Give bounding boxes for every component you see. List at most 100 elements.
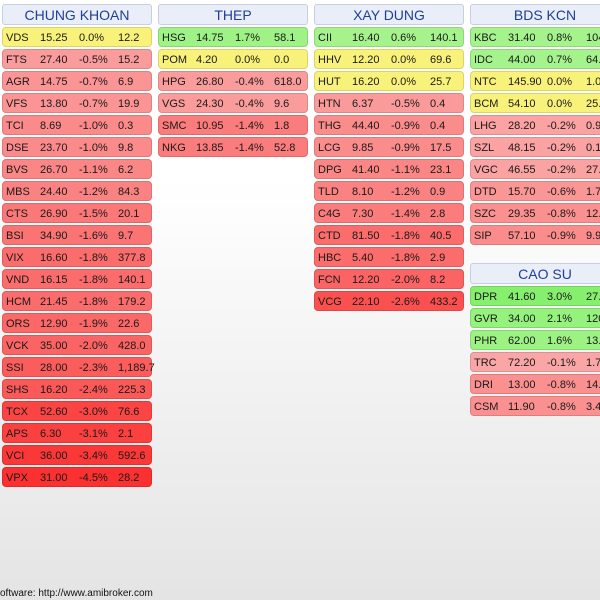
stock-price: 23.70 — [40, 142, 68, 154]
stock-symbol: CSM — [474, 401, 499, 413]
stock-row[interactable]: VIX 16.60 -1.8% 377.8 — [2, 247, 152, 267]
stock-volume: 17.5 — [430, 142, 452, 154]
stock-row[interactable]: HPG 26.80 -0.4% 618.0 — [158, 71, 308, 91]
stock-row[interactable]: VPX 31.00 -4.5% 28.2 — [2, 467, 152, 487]
stock-row[interactable]: GVR 34.00 2.1% 120 — [470, 308, 600, 328]
stock-volume: 23.1 — [430, 164, 452, 176]
sector-column: BDS KCN KBC 31.40 0.8% 104 IDC 44.00 0.7% 64.3 NT… — [470, 4, 600, 247]
stock-symbol: VND — [6, 274, 30, 286]
stock-symbol: DPG — [318, 164, 342, 176]
stock-price: 62.00 — [508, 335, 536, 347]
stock-row[interactable]: VND 16.15 -1.8% 140.1 — [2, 269, 152, 289]
stock-row[interactable]: VCK 35.00 -2.0% 428.0 — [2, 335, 152, 355]
stock-row[interactable]: DSE 23.70 -1.0% 9.8 — [2, 137, 152, 157]
stock-volume: 9.8 — [118, 142, 134, 154]
stock-row[interactable]: NKG 13.85 -1.4% 52.8 — [158, 137, 308, 157]
stock-row[interactable]: IDC 44.00 0.7% 64.3 — [470, 49, 600, 69]
stock-row[interactable]: SSI 28.00 -2.3% 1,189.7 — [2, 357, 155, 377]
stock-volume: 13.9 — [586, 335, 600, 347]
stock-change: -0.7% — [79, 98, 108, 110]
stock-row[interactable]: DRI 13.00 -0.8% 14.4 — [470, 374, 600, 394]
stock-row[interactable]: TCX 52.60 -3.0% 76.6 — [2, 401, 152, 421]
stock-row[interactable]: PHR 62.00 1.6% 13.9 — [470, 330, 600, 350]
stock-symbol: HHV — [318, 54, 342, 66]
stock-row[interactable]: SMC 10.95 -1.4% 1.8 — [158, 115, 308, 135]
stock-volume: 1.7 — [586, 357, 600, 369]
sector-column: XAY DUNG CII 16.40 0.6% 140.1 HHV 12.20 0.0% 69.… — [314, 4, 464, 313]
stock-volume: 84.3 — [118, 186, 140, 198]
stock-price: 16.20 — [352, 76, 380, 88]
stock-symbol: BVS — [6, 164, 29, 176]
stock-row[interactable]: APS 6.30 -3.1% 2.1 — [2, 423, 152, 443]
stock-row[interactable]: VCG 22.10 -2.6% 433.2 — [314, 291, 464, 311]
stock-row[interactable]: DPG 41.40 -1.1% 23.1 — [314, 159, 464, 179]
stock-volume: 120 — [586, 313, 600, 325]
stock-row[interactable]: LCG 9.85 -0.9% 17.5 — [314, 137, 464, 157]
stock-row[interactable]: SZC 29.35 -0.8% 12.1 — [470, 203, 600, 223]
stock-volume: 1.7 — [586, 186, 600, 198]
stock-row[interactable]: CTS 26.90 -1.5% 20.1 — [2, 203, 152, 223]
stock-row[interactable]: HHV 12.20 0.0% 69.6 — [314, 49, 464, 69]
stock-row[interactable]: DTD 15.70 -0.6% 1.7 — [470, 181, 600, 201]
stock-row[interactable]: SIP 57.10 -0.9% 9.9 — [470, 225, 600, 245]
stock-change: -4.5% — [79, 472, 108, 484]
stock-change: 3.0% — [547, 291, 573, 303]
stock-symbol: SZC — [474, 208, 496, 220]
stock-row[interactable]: VFS 13.80 -0.7% 19.9 — [2, 93, 152, 113]
stock-row[interactable]: HTN 6.37 -0.5% 0.4 — [314, 93, 464, 113]
stock-row[interactable]: HSG 14.75 1.7% 58.1 — [158, 27, 308, 47]
stock-row[interactable]: TRC 72.20 -0.1% 1.7 — [470, 352, 600, 372]
stock-row[interactable]: BSI 34.90 -1.6% 9.7 — [2, 225, 152, 245]
stock-price: 8.10 — [352, 186, 374, 198]
stock-row[interactable]: AGR 14.75 -0.7% 6.9 — [2, 71, 152, 91]
stock-symbol: FTS — [6, 54, 27, 66]
stock-row[interactable]: BCM 54.10 0.0% 25.7 — [470, 93, 600, 113]
stock-row[interactable]: THG 44.40 -0.9% 0.4 — [314, 115, 464, 135]
stock-row[interactable]: CII 16.40 0.6% 140.1 — [314, 27, 464, 47]
stock-row[interactable]: HBC 5.40 -1.8% 2.9 — [314, 247, 464, 267]
stock-row[interactable]: SHS 16.20 -2.4% 225.3 — [2, 379, 152, 399]
stock-price: 31.40 — [508, 32, 536, 44]
stock-volume: 12.1 — [586, 208, 600, 220]
stock-row[interactable]: TLD 8.10 -1.2% 0.9 — [314, 181, 464, 201]
stock-row[interactable]: VDS 15.25 0.0% 12.2 — [2, 27, 152, 47]
stock-row[interactable]: ORS 12.90 -1.9% 22.6 — [2, 313, 152, 333]
stock-row[interactable]: CTD 81.50 -1.8% 40.5 — [314, 225, 464, 245]
stock-row[interactable]: HCM 21.45 -1.8% 179.2 — [2, 291, 152, 311]
stock-symbol: SMC — [162, 120, 187, 132]
stock-symbol: ORS — [6, 318, 30, 330]
stock-row[interactable]: NTC 145.90 0.0% 1.0 — [470, 71, 600, 91]
stock-row[interactable]: CSM 11.90 -0.8% 3.4 — [470, 396, 600, 416]
stock-volume: 0.4 — [430, 98, 446, 110]
stock-row[interactable]: BVS 26.70 -1.1% 6.2 — [2, 159, 152, 179]
stock-change: 1.6% — [547, 335, 573, 347]
stock-row[interactable]: KBC 31.40 0.8% 104 — [470, 27, 600, 47]
sector-header: CHUNG KHOAN — [2, 4, 152, 25]
stock-row[interactable]: VGS 24.30 -0.4% 9.6 — [158, 93, 308, 113]
stock-row[interactable]: HUT 16.20 0.0% 25.7 — [314, 71, 464, 91]
stock-row[interactable]: SZL 48.15 -0.2% 0.1 — [470, 137, 600, 157]
stock-symbol: HUT — [318, 76, 341, 88]
stock-symbol: FCN — [318, 274, 341, 286]
stock-row[interactable]: MBS 24.40 -1.2% 84.3 — [2, 181, 152, 201]
stock-volume: 592.6 — [118, 450, 146, 462]
stock-row[interactable]: LHG 28.20 -0.2% 0.9 — [470, 115, 600, 135]
stock-row[interactable]: C4G 7.30 -1.4% 2.8 — [314, 203, 464, 223]
stock-symbol: CTS — [6, 208, 28, 220]
stock-change: -1.5% — [79, 208, 108, 220]
stock-row[interactable]: FTS 27.40 -0.5% 15.2 — [2, 49, 152, 69]
stock-price: 14.75 — [40, 76, 68, 88]
stock-change: 0.7% — [547, 54, 573, 66]
stock-volume: 1.0 — [586, 76, 600, 88]
stock-price: 54.10 — [508, 98, 536, 110]
stock-change: 2.1% — [547, 313, 573, 325]
stock-row[interactable]: TCI 8.69 -1.0% 0.3 — [2, 115, 152, 135]
stock-row[interactable]: VGC 46.55 -0.2% 27.0 — [470, 159, 600, 179]
stock-row[interactable]: DPR 41.60 3.0% 27.2 — [470, 286, 600, 306]
stock-row[interactable]: POM 4.20 0.0% 0.0 — [158, 49, 308, 69]
stock-change: -1.8% — [79, 274, 108, 286]
stock-symbol: DSE — [6, 142, 29, 154]
stock-row[interactable]: FCN 12.20 -2.0% 8.2 — [314, 269, 464, 289]
stock-row[interactable]: VCI 36.00 -3.4% 592.6 — [2, 445, 152, 465]
stock-change: 0.0% — [547, 76, 573, 88]
